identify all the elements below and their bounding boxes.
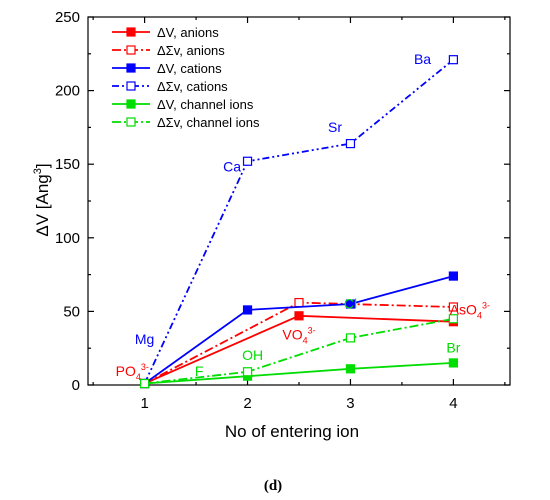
legend-label: ΔV, channel ions [157,97,254,112]
y-axis-title-end: ] [33,163,52,168]
annotation-label: Ba [414,51,431,67]
annotation-label: OH [242,347,263,363]
figure-caption: (d) [264,478,282,494]
data-point [242,156,253,166]
annotation-label: Br [446,340,460,356]
data-point [448,314,458,324]
y-tick-label: 50 [63,303,80,320]
data-point [345,299,356,309]
legend-label: ΔΣv, channel ions [157,115,260,130]
data-point [345,333,356,343]
legend-swatch-marker [126,81,136,91]
plot-area: 0 50 100 150 200 250 1 2 3 4 Mg Ca Sr Ba PO43- VO43- AsO… [55,9,511,412]
data-point [448,55,458,65]
legend-swatch-marker [126,63,136,73]
y-tick-label: 0 [72,377,80,394]
legend-item: ΔV, anions [112,25,219,40]
annotation-label: Cl [344,295,357,311]
legend-item: ΔΣv, channel ions [112,115,260,130]
legend-label: ΔV, anions [157,25,219,40]
annotation-label: PO43- [116,362,149,382]
x-tick-label: 1 [140,395,148,412]
series-line [144,275,454,385]
annotation-label: Sr [328,119,342,135]
series-0 [140,311,458,389]
legend-label: ΔΣv, cations [157,79,228,94]
annotation-label: Ca [223,159,241,175]
series-line [144,317,454,385]
annotation-label: VO43- [282,325,315,345]
data-point [448,358,458,368]
y-axis-title-sup: 3 [32,168,44,174]
legend-swatch-marker [126,45,136,55]
data-point [294,297,304,308]
legend-item: ΔΣv, anions [112,43,225,58]
legend-item: ΔV, cations [112,61,222,76]
data-point [345,138,356,149]
legend: ΔV, anions ΔΣv, anions ΔV, cations ΔΣv, cat… [112,25,260,130]
annotation-label: AsO43- [450,300,490,320]
annotation-label: F [195,363,204,379]
legend-swatch-marker [126,99,136,109]
data-point [448,302,458,312]
x-tick-label: 3 [346,395,354,412]
legend-item: ΔV, channel ions [112,97,254,112]
data-point [140,378,150,389]
y-tick-label: 200 [55,83,80,100]
series-line [144,362,454,385]
series-5 [140,314,458,389]
legend-swatch-marker [126,27,136,37]
x-tick-label: 2 [243,395,251,412]
series-line [143,59,454,384]
y-axis-title: ΔV [Ang3] [32,163,52,236]
x-tick-label: 4 [449,395,457,412]
legend-swatch-marker [126,117,136,127]
data-point [448,271,458,281]
data-point [242,367,253,377]
y-axis-title-main: ΔV [Ang [33,174,52,236]
annotation-label: Mg [135,331,154,347]
data-point [242,305,253,315]
data-point [294,311,304,321]
y-tick-label: 100 [55,230,80,247]
legend-label: ΔV, cations [157,61,222,76]
x-axis-title: No of entering ion [225,422,359,441]
data-point [345,364,356,374]
y-tick-label: 150 [55,156,80,173]
legend-label: ΔΣv, anions [157,43,225,58]
y-tick-label: 250 [55,9,80,26]
legend-item: ΔΣv, cations [112,79,228,94]
